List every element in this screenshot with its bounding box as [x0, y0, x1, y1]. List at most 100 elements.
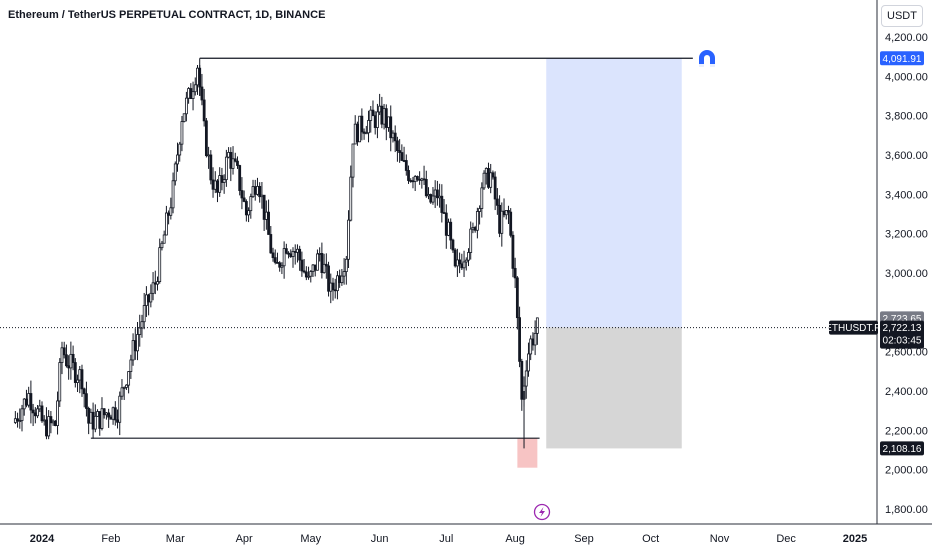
candle — [338, 269, 342, 288]
candle — [302, 258, 306, 274]
candle — [391, 130, 395, 143]
candle — [207, 146, 210, 169]
candle — [22, 398, 26, 416]
candle — [127, 371, 131, 394]
candle — [162, 230, 166, 244]
horizontal-lines[interactable] — [90, 57, 693, 439]
candle — [120, 379, 124, 400]
candle — [362, 128, 366, 140]
candle — [422, 165, 426, 185]
price-tick-label: 2,200.00 — [885, 425, 928, 437]
candle — [393, 125, 397, 153]
candle — [444, 204, 448, 249]
price-tick-label: 2,400.00 — [885, 386, 928, 398]
candle — [420, 177, 424, 189]
candle — [67, 355, 71, 380]
candle — [31, 403, 35, 427]
lightning-icon[interactable] — [533, 503, 551, 521]
candle — [400, 144, 404, 162]
candle — [73, 358, 77, 388]
candle — [300, 251, 304, 277]
time-tick-label: Feb — [101, 533, 120, 545]
time-tick-label: Dec — [776, 533, 796, 545]
price-tick-label: 3,000.00 — [885, 268, 928, 280]
candle — [244, 199, 248, 222]
candle — [238, 164, 242, 196]
candle — [433, 180, 437, 209]
candle — [500, 202, 504, 247]
time-axis[interactable]: 2024 Feb Mar Apr May Jun Jul Aug Sep Oct Nov Dec 202… — [30, 533, 867, 545]
candle — [109, 414, 113, 420]
candle — [276, 252, 279, 264]
candle — [369, 105, 373, 133]
time-tick-label: Jun — [371, 533, 389, 545]
candle — [193, 77, 197, 96]
candle — [62, 341, 66, 359]
candle — [493, 171, 497, 211]
candle — [458, 252, 462, 274]
candle — [347, 210, 350, 269]
candle — [69, 341, 73, 380]
candle — [336, 271, 339, 300]
candle — [387, 116, 390, 132]
candle — [389, 105, 393, 152]
time-tick-label: Nov — [710, 533, 730, 545]
candle — [224, 149, 228, 187]
candle — [253, 179, 257, 201]
candle — [304, 266, 308, 281]
candle — [160, 240, 164, 251]
candle — [471, 222, 475, 234]
candle — [269, 225, 273, 254]
currency-selector[interactable]: USDT — [881, 5, 923, 27]
magnet-icon[interactable] — [699, 50, 715, 67]
candle — [242, 190, 246, 203]
candle — [511, 231, 515, 278]
candle — [18, 408, 22, 429]
price-scale-bg[interactable] — [877, 0, 932, 524]
candle — [309, 270, 313, 283]
candle — [520, 358, 524, 411]
candle — [509, 208, 513, 238]
candle — [58, 358, 62, 407]
candle — [218, 167, 222, 197]
symbol-label: ETHUSDT.P — [825, 323, 881, 334]
candle — [327, 261, 330, 297]
candle — [42, 415, 46, 426]
price-tick-label: 2,000.00 — [885, 465, 928, 477]
candle — [438, 183, 442, 208]
candle — [409, 178, 413, 183]
candle — [36, 404, 39, 419]
candle — [33, 407, 37, 424]
candle — [100, 397, 104, 431]
candle — [531, 332, 535, 351]
candle — [178, 141, 182, 162]
candle — [87, 406, 91, 435]
candle — [85, 381, 88, 417]
candle — [89, 408, 93, 424]
candle — [402, 146, 406, 163]
candle — [329, 273, 333, 304]
candle — [125, 384, 128, 390]
candle — [524, 360, 528, 399]
candle — [491, 170, 495, 180]
candle — [376, 103, 379, 139]
candle — [291, 247, 295, 268]
candle — [455, 248, 459, 277]
candle — [533, 320, 537, 356]
price-tick-label: 3,800.00 — [885, 111, 928, 123]
target-zone[interactable] — [546, 58, 682, 328]
candle — [367, 110, 370, 143]
stop-zone[interactable] — [546, 327, 682, 449]
candle — [449, 218, 453, 250]
candle — [51, 419, 55, 426]
candle — [384, 104, 388, 141]
candle — [504, 210, 508, 220]
position-tool[interactable] — [517, 58, 682, 468]
candle — [396, 136, 399, 162]
candle — [149, 284, 153, 308]
candle — [13, 411, 17, 425]
candle — [16, 412, 19, 428]
candle — [418, 171, 422, 185]
candle — [498, 195, 501, 238]
